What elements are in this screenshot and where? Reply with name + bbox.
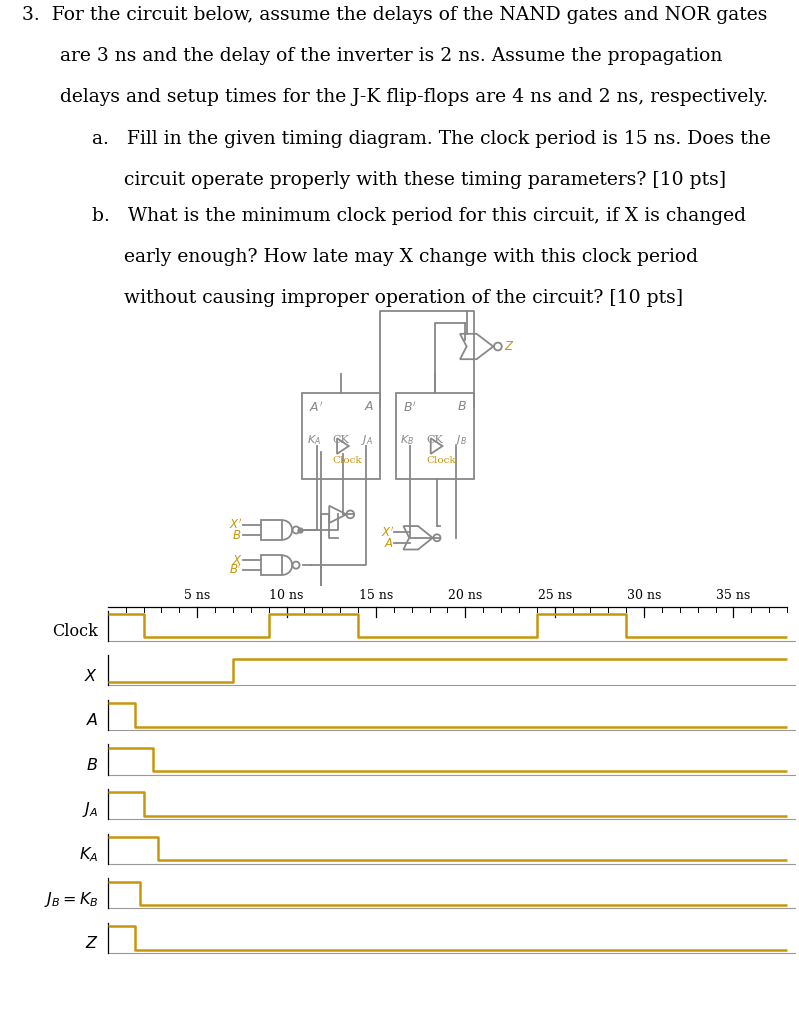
Text: $J_B$: $J_B$	[455, 433, 467, 447]
Text: delays and setup times for the J-K flip-flops are 4 ns and 2 ns, respectively.: delays and setup times for the J-K flip-…	[60, 88, 768, 105]
Text: 20 ns: 20 ns	[448, 589, 483, 601]
Text: $B$: $B$	[86, 757, 98, 774]
Text: $B$: $B$	[233, 528, 242, 542]
Text: $J_A$: $J_A$	[82, 801, 98, 819]
Text: without causing improper operation of the circuit? [10 pts]: without causing improper operation of th…	[124, 289, 683, 307]
Text: CK: CK	[332, 435, 349, 445]
Text: $Z$: $Z$	[503, 340, 515, 353]
Bar	[261, 555, 282, 574]
Text: Clock: Clock	[332, 456, 362, 465]
Text: $K_A$: $K_A$	[79, 845, 98, 864]
Text: $A$: $A$	[364, 400, 374, 414]
Text: $J_A$: $J_A$	[361, 433, 373, 447]
Text: b.   What is the minimum clock period for this circuit, if X is changed: b. What is the minimum clock period for …	[92, 207, 746, 225]
Text: $Z$: $Z$	[85, 935, 98, 952]
Text: 10 ns: 10 ns	[269, 589, 304, 601]
Text: $X'$: $X'$	[381, 525, 395, 540]
Text: a.   Fill in the given timing diagram. The clock period is 15 ns. Does the: a. Fill in the given timing diagram. The…	[92, 130, 770, 147]
Bar	[396, 393, 474, 479]
Text: 15 ns: 15 ns	[359, 589, 393, 601]
Text: $A'$: $A'$	[309, 400, 324, 415]
Bar	[302, 393, 380, 479]
Text: are 3 ns and the delay of the inverter is 2 ns. Assume the propagation: are 3 ns and the delay of the inverter i…	[60, 47, 722, 65]
Text: $B$: $B$	[457, 400, 467, 414]
Text: $X'$: $X'$	[229, 518, 242, 532]
Bar	[261, 520, 282, 540]
Text: $B'$: $B'$	[403, 400, 416, 415]
Text: circuit operate properly with these timing parameters? [10 pts]: circuit operate properly with these timi…	[124, 171, 726, 188]
Text: $A$: $A$	[384, 537, 394, 550]
Text: 5 ns: 5 ns	[184, 589, 210, 601]
Text: 30 ns: 30 ns	[627, 589, 662, 601]
Text: $A$: $A$	[85, 712, 98, 729]
Text: 3.  For the circuit below, assume the delays of the NAND gates and NOR gates: 3. For the circuit below, assume the del…	[22, 6, 768, 24]
Text: $B'$: $B'$	[229, 563, 241, 578]
Text: $J_B = K_B$: $J_B = K_B$	[44, 890, 98, 908]
Text: CK: CK	[426, 435, 443, 445]
Text: $X$: $X$	[85, 668, 98, 685]
Text: 35 ns: 35 ns	[716, 589, 750, 601]
Text: $K_A$: $K_A$	[307, 433, 320, 447]
Text: Clock: Clock	[53, 623, 98, 640]
Text: 25 ns: 25 ns	[538, 589, 572, 601]
Text: $K_B$: $K_B$	[400, 433, 415, 447]
Text: $X$: $X$	[233, 554, 243, 566]
Text: early enough? How late may X change with this clock period: early enough? How late may X change with…	[124, 248, 698, 266]
Text: Clock: Clock	[426, 456, 455, 465]
